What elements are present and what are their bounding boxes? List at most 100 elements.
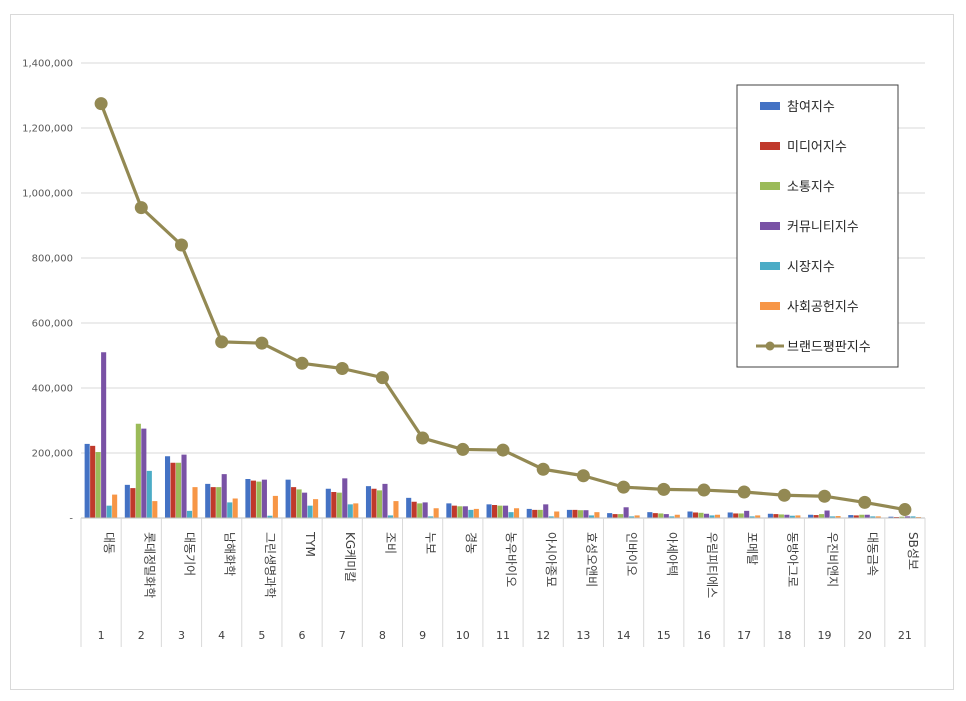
bar-커뮤니티지수-롯데정밀화학 xyxy=(141,428,147,518)
category-label: TYM xyxy=(303,531,317,557)
bar-참여지수-우림피티에스 xyxy=(687,511,693,518)
bar-소통지수-동방아그로 xyxy=(778,514,784,518)
bar-시장지수-누보 xyxy=(428,516,434,518)
bar-커뮤니티지수-아세아텍 xyxy=(663,514,669,518)
rank-label: 16 xyxy=(697,629,711,642)
point-대동기어 xyxy=(174,238,188,252)
bar-사회공헌지수-아세아텍 xyxy=(674,514,680,518)
legend-label: 커뮤니티지수 xyxy=(787,220,859,235)
bar-미디어지수-인바이오 xyxy=(612,514,618,518)
bar-참여지수-대동금속 xyxy=(848,515,854,518)
legend-swatch xyxy=(760,142,780,150)
bar-커뮤니티지수-경농 xyxy=(462,506,468,518)
bar-소통지수-KG케미칼 xyxy=(336,492,342,518)
legend-label: 참여지수 xyxy=(787,100,835,115)
point-누보 xyxy=(416,431,430,445)
y-axis: - 200,000 400,000 600,000 800,000 1,000,000 1,… xyxy=(22,59,73,525)
bar-미디어지수-대동기어 xyxy=(170,462,176,518)
bar-미디어지수-경농 xyxy=(451,505,457,518)
bar-참여지수-남해화학 xyxy=(205,483,211,518)
bar-커뮤니티지수-TYM xyxy=(302,492,308,518)
bar-사회공헌지수-인바이오 xyxy=(634,515,640,518)
bar-참여지수-아시아종묘 xyxy=(526,508,532,518)
point-효성오앤비 xyxy=(576,469,590,483)
category-label: 인바이오 xyxy=(625,532,639,576)
bar-미디어지수-롯데정밀화학 xyxy=(130,488,136,518)
bar-사회공헌지수-KG케미칼 xyxy=(353,503,359,518)
bar-시장지수-대동 xyxy=(106,505,112,518)
point-SB성보 xyxy=(898,503,912,517)
point-조비 xyxy=(375,371,389,385)
bar-사회공헌지수-롯데정밀화학 xyxy=(152,501,158,518)
bar-시장지수-동방아그로 xyxy=(789,515,795,518)
bar-시장지수-아시아종묘 xyxy=(548,516,554,518)
bar-커뮤니티지수-대동금속 xyxy=(864,514,870,518)
bar-커뮤니티지수-동방아그로 xyxy=(784,514,790,518)
legend-label: 미디어지수 xyxy=(787,140,847,155)
point-인바이오 xyxy=(617,480,631,494)
rank-label: 2 xyxy=(138,629,145,642)
category-label: 아시아종묘 xyxy=(544,532,558,587)
bar-커뮤니티지수-농우바이오 xyxy=(503,505,509,518)
category-label: 동방아그로 xyxy=(785,532,799,587)
bar-시장지수-대동금속 xyxy=(870,516,876,518)
bar-미디어지수-KG케미칼 xyxy=(331,492,337,518)
rank-label: 5 xyxy=(258,629,265,642)
bar-사회공헌지수-동방아그로 xyxy=(795,515,801,518)
bar-소통지수-롯데정밀화학 xyxy=(135,423,141,518)
rank-label: 12 xyxy=(536,629,550,642)
bar-커뮤니티지수-대동 xyxy=(101,352,107,518)
point-대동금속 xyxy=(858,495,872,509)
bar-사회공헌지수-대동 xyxy=(112,494,118,518)
category-label: 포메탈 xyxy=(745,532,759,565)
bar-커뮤니티지수-남해화학 xyxy=(221,474,227,518)
category-label: 남해화학 xyxy=(223,532,237,576)
category-label: KG케미칼 xyxy=(343,532,357,582)
rank-label: 8 xyxy=(379,629,386,642)
category-label: 조비 xyxy=(383,532,397,554)
y-tick-label: 1,200,000 xyxy=(22,124,73,135)
bar-시장지수-인바이오 xyxy=(629,516,635,518)
bar-커뮤니티지수-KG케미칼 xyxy=(342,478,348,518)
bar-사회공헌지수-그린생명과학 xyxy=(272,495,278,518)
bar-소통지수-우림피티에스 xyxy=(698,512,704,518)
category-label: SB성보 xyxy=(906,532,920,570)
bar-시장지수-TYM xyxy=(307,505,313,518)
category-label: 효성오앤비 xyxy=(584,532,598,587)
bar-미디어지수-대동 xyxy=(90,445,96,518)
bar-시장지수-조비 xyxy=(387,515,394,518)
bar-미디어지수-포메탈 xyxy=(733,513,739,518)
legend-swatch xyxy=(760,302,780,310)
bar-소통지수-대동금속 xyxy=(859,514,865,518)
bar-시장지수-남해화학 xyxy=(227,502,233,518)
bar-참여지수-조비 xyxy=(365,486,372,518)
rank-label: 15 xyxy=(657,629,671,642)
line-series xyxy=(94,97,912,517)
category-label: 누보 xyxy=(424,532,438,554)
bar-미디어지수-동방아그로 xyxy=(773,514,779,518)
bar-참여지수-대동기어 xyxy=(164,456,171,518)
bar-참여지수-농우바이오 xyxy=(486,504,492,518)
bar-미디어지수-아세아텍 xyxy=(652,513,658,518)
bar-커뮤니티지수-누보 xyxy=(422,502,428,518)
legend-label: 소통지수 xyxy=(787,180,835,195)
legend-label: 브랜드평판지수 xyxy=(787,340,871,355)
bar-미디어지수-우진비앤지 xyxy=(813,515,819,518)
bar-커뮤니티지수-대동기어 xyxy=(181,454,187,518)
bar-참여지수-인바이오 xyxy=(607,513,613,518)
rank-label: 7 xyxy=(339,629,346,642)
bar-소통지수-아시아종묘 xyxy=(537,509,543,518)
rank-label: 18 xyxy=(777,629,791,642)
bar-소통지수-조비 xyxy=(376,490,383,518)
bar-참여지수-그린생명과학 xyxy=(245,479,251,518)
x-axis: 대동 1 롯데정밀화학 2 대동기어 3 남해화학 4 그린생명과학 5 TYM 6 KG케미칼 7 조비 8… xyxy=(80,517,926,647)
bar-사회공헌지수-경농 xyxy=(473,508,479,518)
bar-참여지수-누보 xyxy=(406,497,412,518)
bar-미디어지수-효성오앤비 xyxy=(572,509,578,518)
bar-소통지수-농우바이오 xyxy=(497,505,503,518)
gridlines xyxy=(81,62,925,519)
point-동방아그로 xyxy=(777,488,791,502)
bar-소통지수-남해화학 xyxy=(216,487,222,518)
bar-참여지수-동방아그로 xyxy=(767,513,773,518)
bar-참여지수-효성오앤비 xyxy=(566,509,572,518)
